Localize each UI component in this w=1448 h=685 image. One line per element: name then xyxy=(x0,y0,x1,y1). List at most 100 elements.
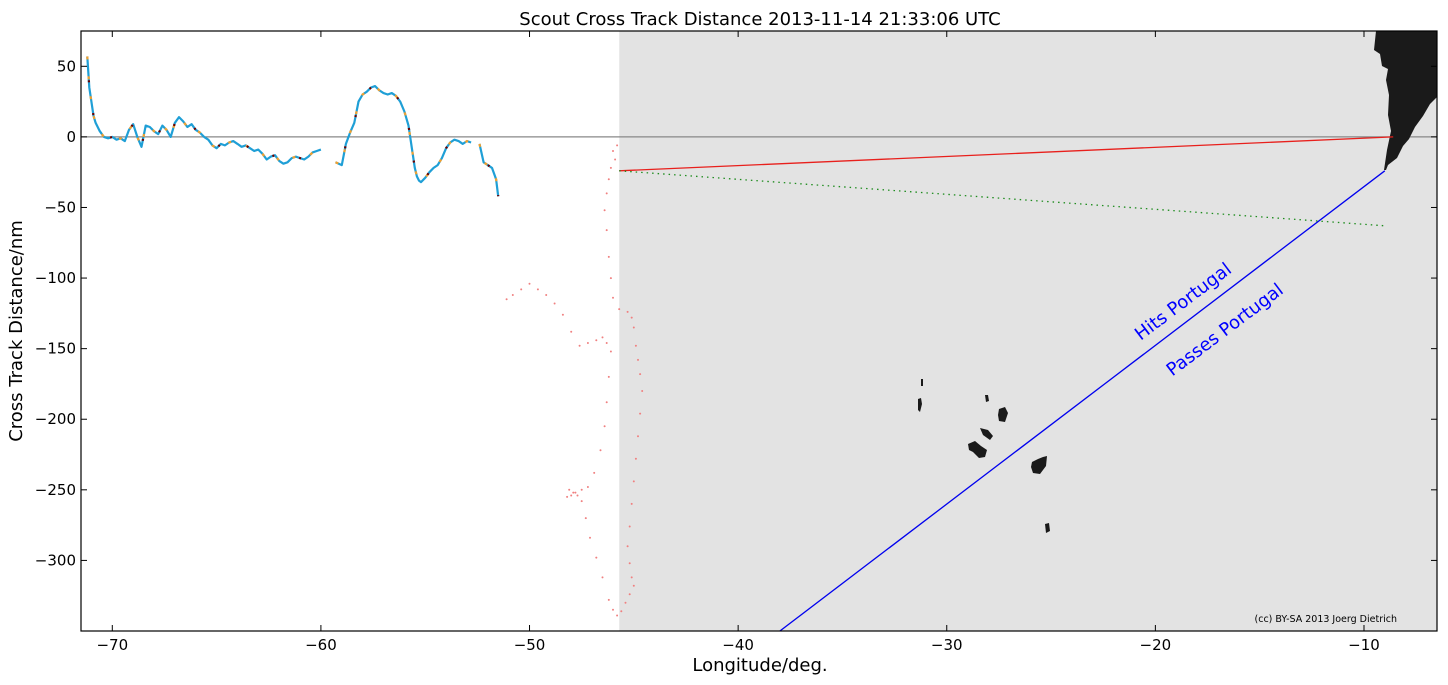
credit-text: (cc) BY-SA 2013 Joerg Dietrich xyxy=(1255,614,1397,625)
track-series-1 xyxy=(335,85,472,184)
x-tick-label: −40 xyxy=(722,636,754,654)
y-tick-label: −200 xyxy=(35,410,76,428)
y-tick-label: −250 xyxy=(35,481,76,499)
dotted-point xyxy=(545,294,548,296)
dotted-point xyxy=(566,495,569,498)
dotted-point xyxy=(605,342,608,344)
series-layer xyxy=(86,56,1394,631)
dotted-point xyxy=(628,525,631,528)
azores-island-6 xyxy=(968,441,987,458)
land-masses xyxy=(918,31,1437,533)
plot-area xyxy=(81,31,1437,631)
dotted-point xyxy=(630,576,633,579)
dotted-point xyxy=(553,302,556,305)
dotted-point xyxy=(630,502,633,505)
dotted-point xyxy=(612,608,614,611)
y-tick-label: −150 xyxy=(35,340,76,358)
dotted-point xyxy=(626,545,629,548)
dotted-point xyxy=(601,576,604,579)
dotted-point xyxy=(601,336,604,339)
dotted-point xyxy=(628,593,631,596)
dotted-point xyxy=(634,344,637,347)
dotted-point xyxy=(607,255,610,258)
dotted-point xyxy=(612,150,614,152)
dotted-point xyxy=(605,192,608,195)
dotted-point xyxy=(580,500,583,503)
dotted-point xyxy=(607,598,610,601)
dotted-point xyxy=(505,298,508,301)
shaded-region xyxy=(619,31,1437,631)
x-tick-label: −50 xyxy=(514,636,546,654)
dotted-point xyxy=(576,494,579,497)
azores-island-4 xyxy=(998,407,1008,422)
projected-track-green xyxy=(619,170,1385,227)
dotted-point xyxy=(637,358,639,361)
dotted-point xyxy=(572,491,575,494)
dotted-point xyxy=(609,350,612,353)
y-axis-label: Cross Track Distance/nm xyxy=(6,220,27,442)
y-tick-label: −300 xyxy=(35,551,76,569)
dotted-point xyxy=(520,288,523,291)
dotted-point xyxy=(616,144,619,147)
dotted-point xyxy=(607,178,610,181)
dotted-point xyxy=(626,310,629,313)
x-tick-label: −20 xyxy=(1140,636,1172,654)
x-tick-label: −60 xyxy=(305,636,337,654)
dotted-point xyxy=(609,166,612,169)
dotted-point xyxy=(612,296,614,299)
y-tick-label: −50 xyxy=(44,198,76,216)
dotted-point xyxy=(637,435,639,438)
dotted-point xyxy=(584,517,587,520)
dotted-point xyxy=(578,344,581,347)
x-tick-label: −70 xyxy=(96,636,128,654)
dotted-point xyxy=(595,556,598,559)
dotted-point xyxy=(607,375,610,378)
dotted-point xyxy=(595,339,598,342)
dotted-point xyxy=(605,229,608,232)
azores-island-5 xyxy=(980,428,993,440)
dotted-point xyxy=(511,294,514,296)
azores-island-3 xyxy=(985,395,989,402)
dotted-point xyxy=(599,449,602,452)
azores-island-1 xyxy=(918,398,922,412)
dotted-point xyxy=(614,158,617,161)
dotted-point xyxy=(580,488,583,491)
track-speed-marks-0 xyxy=(86,56,322,165)
dotted-point xyxy=(603,425,606,428)
azores-island-8 xyxy=(1045,523,1050,533)
portugal-coast xyxy=(1374,31,1437,170)
dotted-point xyxy=(620,610,623,613)
dotted-point xyxy=(641,390,644,392)
dotted-point xyxy=(605,401,608,404)
y-tick-label: 50 xyxy=(57,57,76,75)
dotted-point xyxy=(632,584,635,587)
dotted-point xyxy=(618,308,621,311)
dotted-point xyxy=(632,326,635,329)
dotted-point xyxy=(630,316,633,319)
dotted-point xyxy=(586,342,589,344)
dotted-point xyxy=(628,562,631,565)
plot-frame xyxy=(80,30,1438,632)
x-tick-label: −10 xyxy=(1348,636,1380,654)
x-axis-label: Longitude/deg. xyxy=(692,655,827,676)
dotted-point xyxy=(624,601,627,604)
projected-track-red xyxy=(619,136,1394,172)
azores-island-7 xyxy=(1031,456,1047,474)
azores-island-2 xyxy=(921,379,923,386)
dotted-point xyxy=(639,412,642,415)
dotted-point xyxy=(616,614,619,617)
dotted-point xyxy=(536,288,539,291)
dotted-point xyxy=(568,488,571,491)
chart-title: Scout Cross Track Distance 2013-11-14 21… xyxy=(519,9,1000,30)
dotted-point xyxy=(561,313,564,316)
dotted-point xyxy=(634,457,637,460)
y-axis: 50 0 −50 −100 −150 −200 −250 −300 xyxy=(35,57,1437,569)
dotted-point xyxy=(528,282,531,285)
portugal-limit-line xyxy=(779,170,1386,631)
y-tick-label: 0 xyxy=(66,128,76,146)
x-axis: −70 −60 −50 −40 −30 −20 −10 xyxy=(96,31,1380,654)
dotted-point xyxy=(639,373,642,376)
x-tick-label: −30 xyxy=(931,636,963,654)
dotted-point xyxy=(586,486,589,488)
